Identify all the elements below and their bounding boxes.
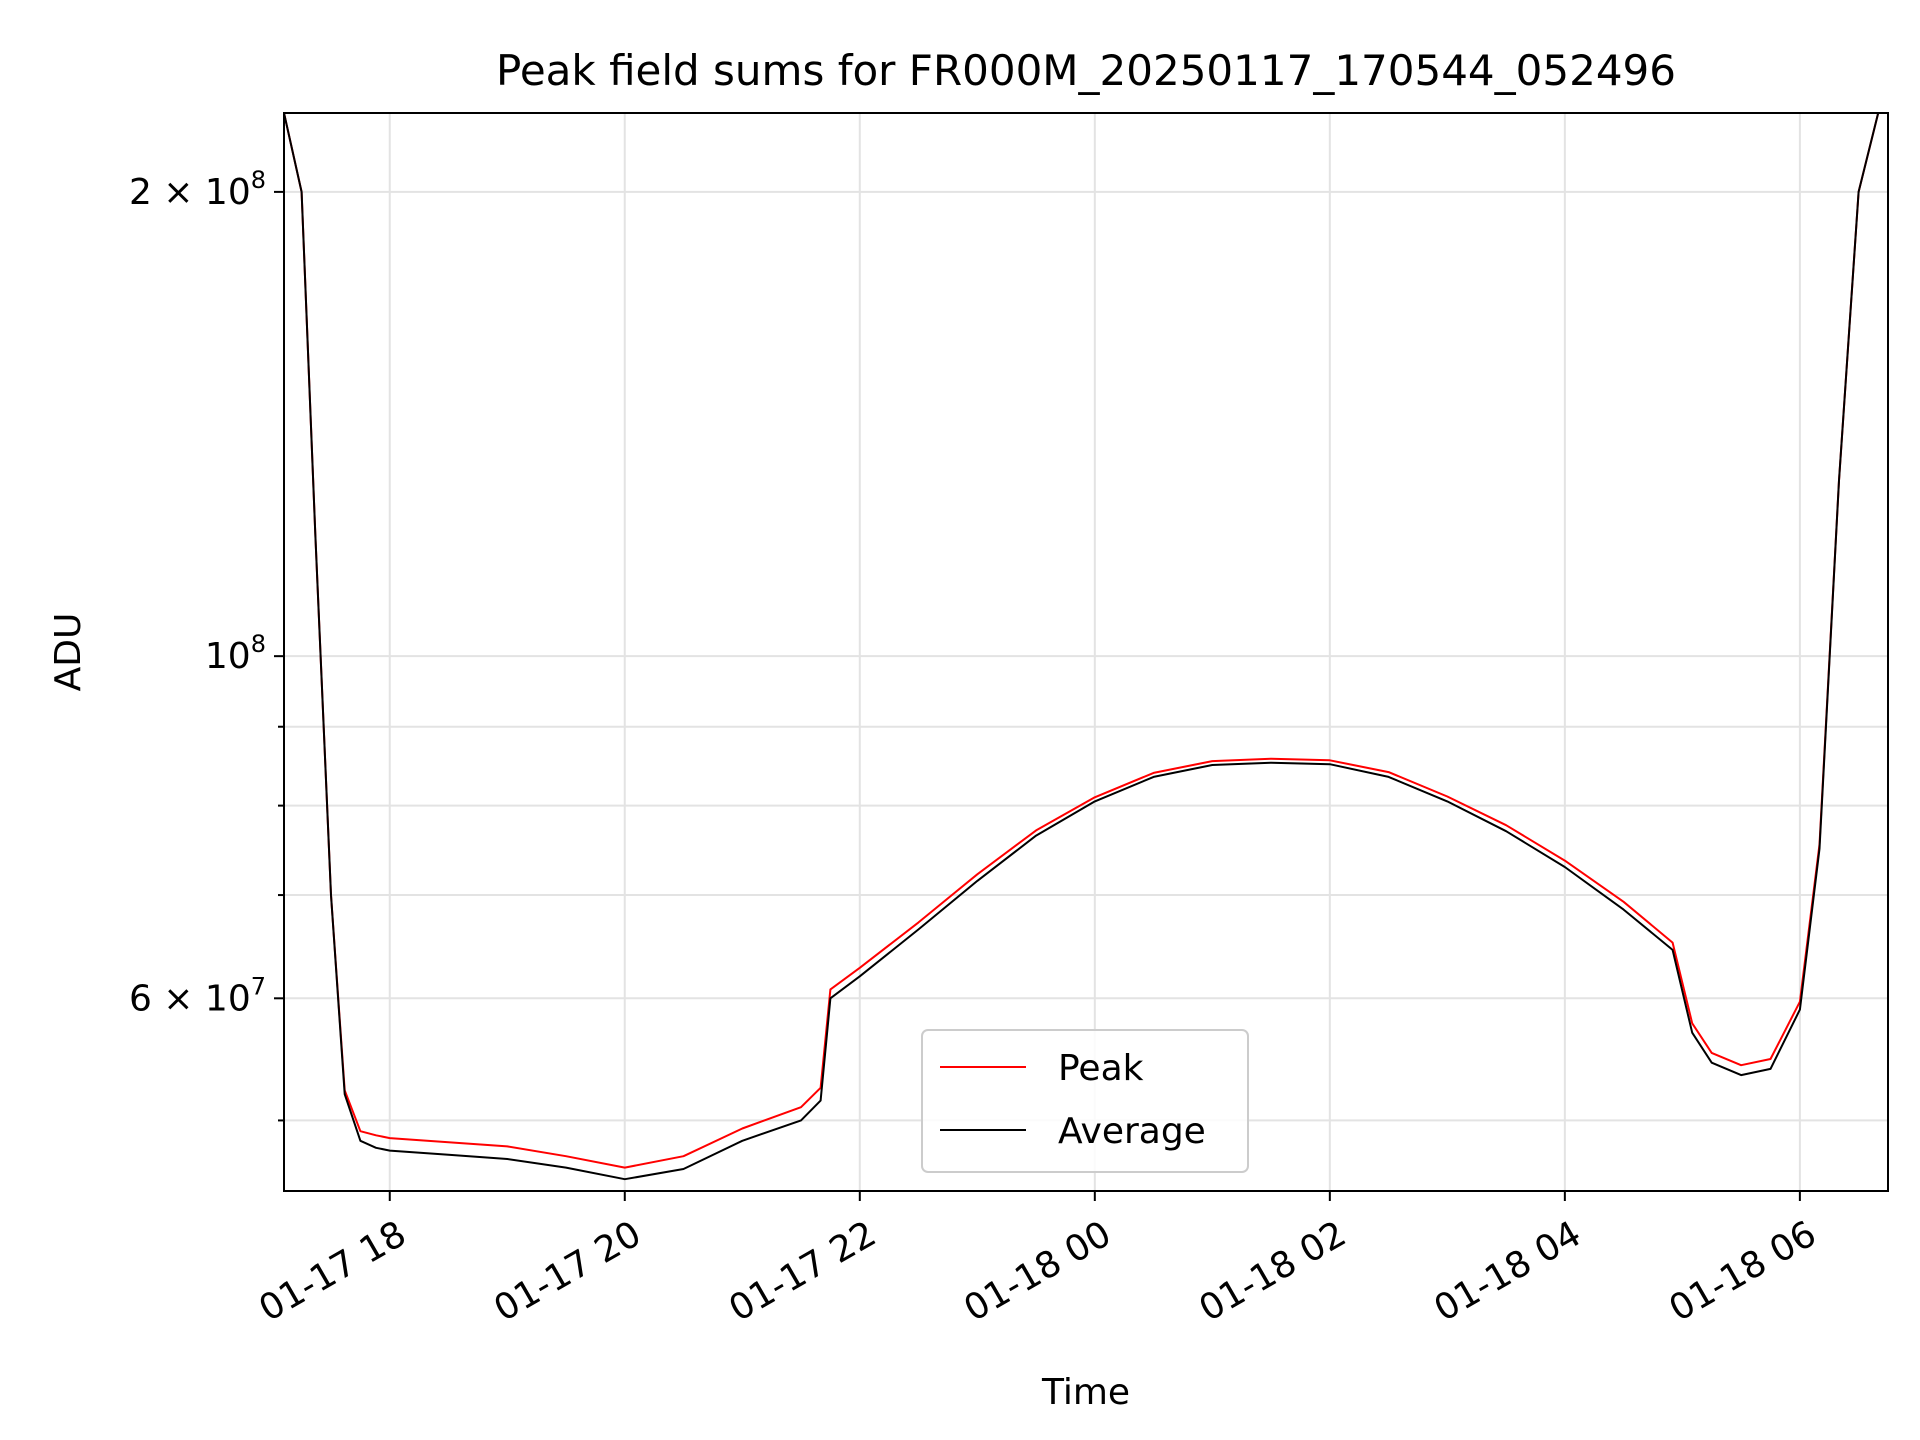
- series-line-average: [283, 112, 1880, 1181]
- series-line-peak: [283, 112, 1880, 1169]
- y-axis-title: ADU: [48, 613, 89, 692]
- chart-title: Peak field sums for FR000M_20250117_1705…: [496, 46, 1676, 95]
- plot-frame: [283, 112, 1889, 1192]
- y-tick-label: 2 × 108: [129, 166, 266, 213]
- plot-area-background: [284, 113, 1888, 1191]
- series-lines: [283, 112, 1880, 1181]
- legend: Peak Average: [921, 1029, 1249, 1173]
- y-tick-label: 108: [205, 630, 266, 677]
- legend-box: [921, 1029, 1249, 1173]
- y-tick-label: 6 × 107: [129, 972, 266, 1019]
- legend-label-average: Average: [1058, 1111, 1206, 1152]
- x-axis-title: Time: [1041, 1372, 1130, 1413]
- legend-label-peak: Peak: [1058, 1048, 1144, 1089]
